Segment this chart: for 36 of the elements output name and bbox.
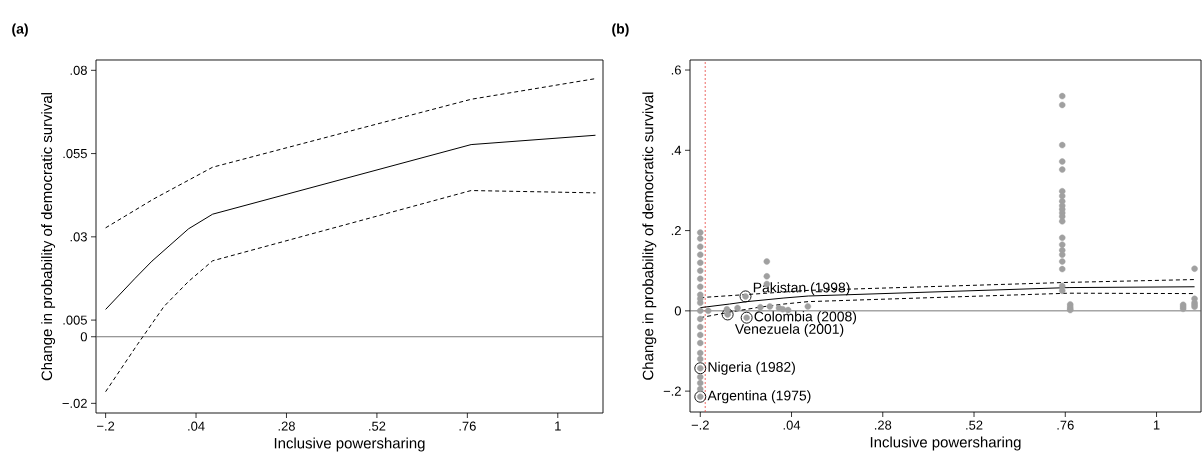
y-tick-label: .4 <box>671 145 682 155</box>
y-tick-label: 0 <box>80 332 87 342</box>
x-tick-label: .52 <box>966 420 983 430</box>
x-axis-title: Inclusive powersharing <box>870 436 1021 451</box>
y-tick-label: .6 <box>671 65 681 75</box>
y-tick-label: .055 <box>63 148 87 159</box>
x-tick-label: −.2 <box>691 420 709 430</box>
y-tick-label: .08 <box>70 65 87 75</box>
y-axis-title: Change in probability of democratic survival <box>41 93 56 381</box>
annotation: Pakistan (1998) <box>753 282 850 296</box>
x-tick-label: 1 <box>555 421 561 431</box>
annotation: Argentina (1975) <box>707 390 811 404</box>
x-tick-label: .52 <box>369 421 386 431</box>
y-tick-label: 0 <box>674 306 681 316</box>
annotation: Venezuela (2001) <box>734 323 844 337</box>
x-tick-label: .76 <box>459 421 476 431</box>
x-tick-label: 1 <box>1153 420 1160 430</box>
line-series <box>105 190 596 393</box>
y-tick-label: .005 <box>63 315 87 325</box>
x-axis-title: Inclusive powersharing <box>274 437 425 452</box>
chart-title: (a) <box>12 23 28 37</box>
y-tick-label: .2 <box>671 226 681 236</box>
y-tick-label: −.02 <box>62 398 87 408</box>
chart-title: (b) <box>612 23 629 37</box>
x-tick-label: −.2 <box>97 421 115 431</box>
y-tick-label: −.2 <box>663 386 681 396</box>
x-tick-label: .28 <box>874 420 892 430</box>
x-tick-label: .04 <box>188 421 205 431</box>
x-tick-label: .04 <box>783 420 801 430</box>
line-series <box>105 78 596 229</box>
y-tick-label: .03 <box>70 232 87 242</box>
annotation: Nigeria (1982) <box>708 361 795 375</box>
x-tick-label: .28 <box>278 421 295 431</box>
x-tick-label: .76 <box>1057 420 1074 430</box>
y-axis-title: Change in probability of democratic survival <box>642 92 657 380</box>
line-series <box>105 134 596 310</box>
